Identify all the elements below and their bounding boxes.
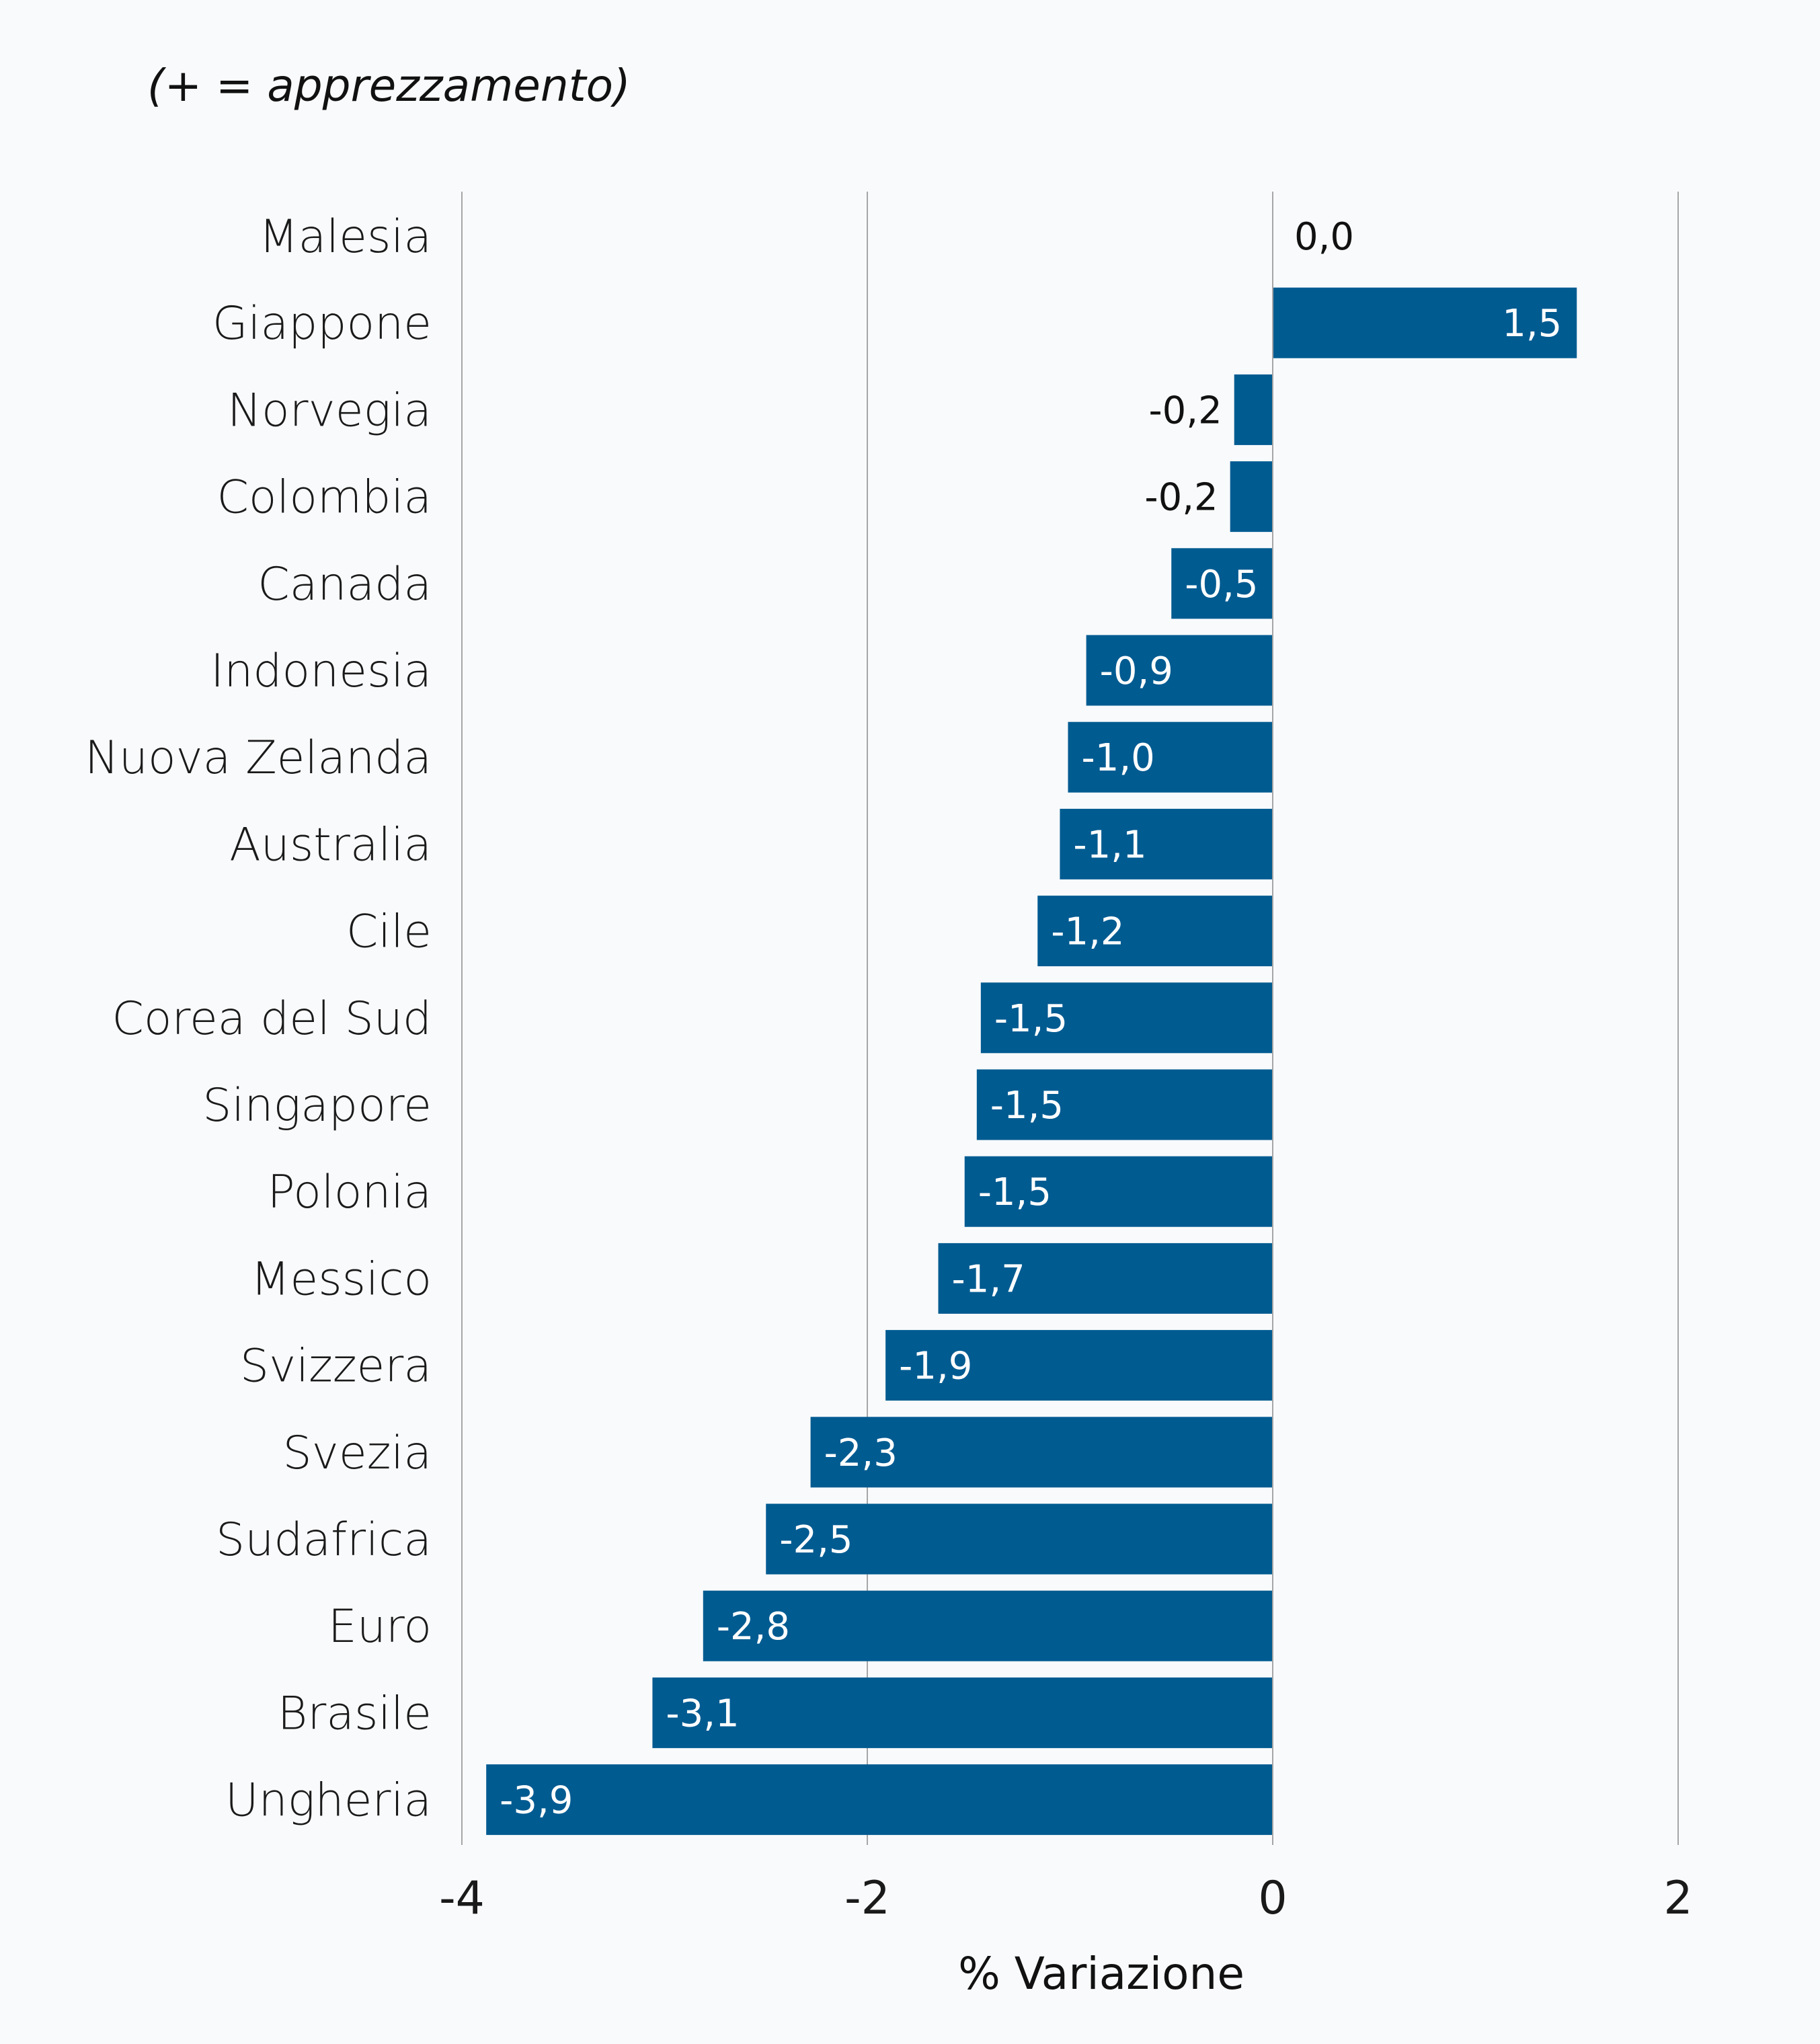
category-label: Corea del Sud [112,992,432,1046]
category-label: Svizzera [240,1340,432,1393]
data-label: -1,9 [899,1345,972,1388]
bar [1234,374,1273,445]
data-label: -0,9 [1100,650,1173,693]
category-label: Canada [258,558,432,611]
bar [652,1677,1273,1748]
bar [938,1243,1273,1314]
bar [1068,721,1273,793]
bar [1273,287,1577,358]
data-label: -1,2 [1051,910,1124,954]
bar [810,1417,1273,1488]
category-label: Ungheria [225,1774,432,1827]
data-label: -1,5 [978,1171,1052,1214]
category-label: Svezia [283,1427,432,1480]
category-label: Polonia [268,1166,432,1219]
category-label: Australia [229,818,432,871]
bar [976,1069,1273,1140]
data-label: 0,0 [1294,215,1354,259]
category-label: Brasile [278,1687,432,1740]
bar [486,1764,1273,1836]
category-label: Singapore [202,1079,432,1132]
data-label: 1,5 [1502,302,1562,346]
x-tick-label: 0 [1258,1872,1287,1925]
x-tick-label: 2 [1663,1872,1692,1925]
bar [1037,896,1273,967]
category-label: Norvegia [227,384,432,437]
data-label: -1,5 [990,1084,1064,1128]
bar [885,1330,1273,1401]
x-tick-label: -2 [844,1872,890,1925]
category-label: Giappone [212,297,432,350]
data-label: -1,5 [994,997,1068,1041]
data-label: -2,8 [717,1605,790,1649]
data-label: -1,7 [952,1257,1025,1301]
data-label: -0,5 [1185,563,1258,606]
bar [1060,808,1273,879]
chart-subtitle: (+ = apprezzamento) [147,60,631,112]
x-axis-title: % Variazione [958,1948,1244,2000]
bar [703,1590,1273,1661]
category-label: Nuova Zelanda [85,732,432,785]
x-tick-label: -4 [439,1872,485,1925]
data-label: -1,0 [1081,736,1154,780]
data-label: -0,2 [1144,476,1218,520]
category-label: Colombia [216,471,432,524]
bar [1086,635,1273,706]
category-label: Cile [346,906,432,959]
data-label: -1,1 [1073,823,1146,867]
category-label: Malesia [259,210,432,264]
category-label: Euro [328,1600,432,1653]
bar [964,1156,1273,1227]
category-label: Messico [251,1253,432,1306]
data-label: -2,5 [779,1518,853,1562]
category-label: Sudafrica [216,1514,432,1567]
data-label: -3,1 [666,1692,739,1735]
bar [766,1503,1273,1575]
data-label: -3,9 [500,1779,573,1823]
data-label: -2,3 [824,1431,898,1475]
category-label: Indonesia [210,645,432,698]
bar [1230,461,1273,533]
data-label: -0,2 [1148,389,1222,432]
bar [1171,548,1273,619]
bar [980,982,1273,1054]
